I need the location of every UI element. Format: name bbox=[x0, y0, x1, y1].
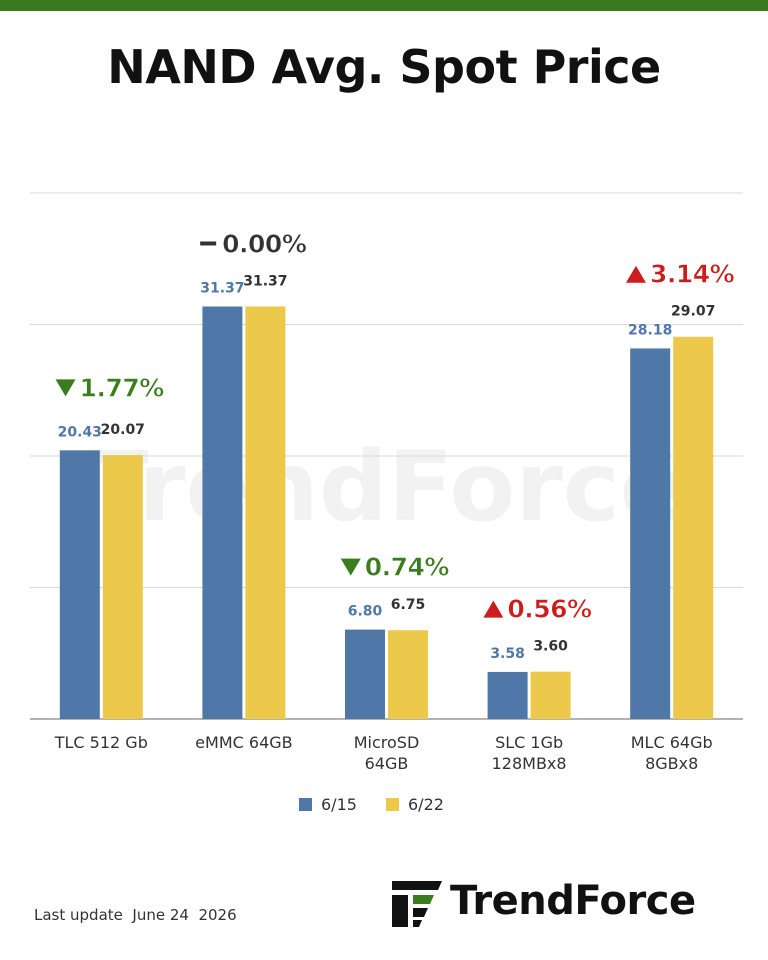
category-label: 8GBx8 bbox=[645, 754, 698, 773]
bar bbox=[630, 348, 671, 719]
top-accent-bar bbox=[0, 0, 768, 11]
trendforce-logo: TrendForce bbox=[388, 872, 733, 932]
bar bbox=[673, 336, 714, 719]
category-label: eMMC 64GB bbox=[195, 733, 292, 752]
bar bbox=[202, 306, 243, 719]
category-label: 128MBx8 bbox=[492, 754, 567, 773]
data-label: 3.60 bbox=[533, 639, 568, 655]
last-update-text: Last update June 24 2026 bbox=[34, 906, 237, 924]
data-label: 28.18 bbox=[628, 322, 672, 338]
legend-label: 6/15 bbox=[321, 795, 357, 814]
bar bbox=[388, 630, 428, 719]
data-label: 31.37 bbox=[243, 273, 287, 289]
up-arrow-icon bbox=[483, 600, 504, 618]
bar bbox=[102, 455, 143, 719]
data-label: 3.58 bbox=[490, 646, 525, 662]
trendforce-logo-icon bbox=[392, 881, 442, 927]
down-arrow-icon bbox=[55, 379, 76, 397]
change-annotation: 3.14% bbox=[650, 260, 735, 289]
data-label: 6.80 bbox=[348, 604, 383, 620]
change-annotation: 0.00% bbox=[222, 229, 307, 258]
watermark-text: TrendForce bbox=[83, 431, 684, 543]
category-label: TLC 512 Gb bbox=[54, 733, 148, 752]
data-label: 20.43 bbox=[58, 424, 102, 440]
category-label: SLC 1Gb bbox=[495, 733, 563, 752]
change-annotation: 1.77% bbox=[80, 373, 165, 402]
data-label: 6.75 bbox=[391, 597, 426, 613]
data-label: 29.07 bbox=[671, 304, 715, 320]
bar bbox=[487, 671, 528, 719]
data-label: 20.07 bbox=[101, 422, 145, 438]
down-arrow-icon bbox=[340, 558, 361, 576]
change-annotation: 0.74% bbox=[365, 553, 450, 582]
category-label: 64GB bbox=[365, 754, 409, 773]
bar bbox=[530, 671, 571, 719]
chart-title: NAND Avg. Spot Price bbox=[107, 40, 661, 94]
change-annotation: 0.56% bbox=[507, 595, 592, 624]
legend-swatch bbox=[386, 798, 399, 811]
data-label: 31.37 bbox=[200, 280, 244, 296]
bar bbox=[59, 450, 100, 719]
legend-swatch bbox=[299, 798, 312, 811]
bar bbox=[345, 629, 385, 719]
bar bbox=[245, 306, 286, 719]
logo-text: TrendForce bbox=[450, 878, 696, 924]
flat-dash-icon bbox=[200, 241, 217, 246]
legend-label: 6/22 bbox=[408, 795, 444, 814]
category-label: MicroSD bbox=[354, 733, 420, 752]
up-arrow-icon bbox=[625, 265, 646, 283]
category-label: MLC 64Gb bbox=[631, 733, 713, 752]
